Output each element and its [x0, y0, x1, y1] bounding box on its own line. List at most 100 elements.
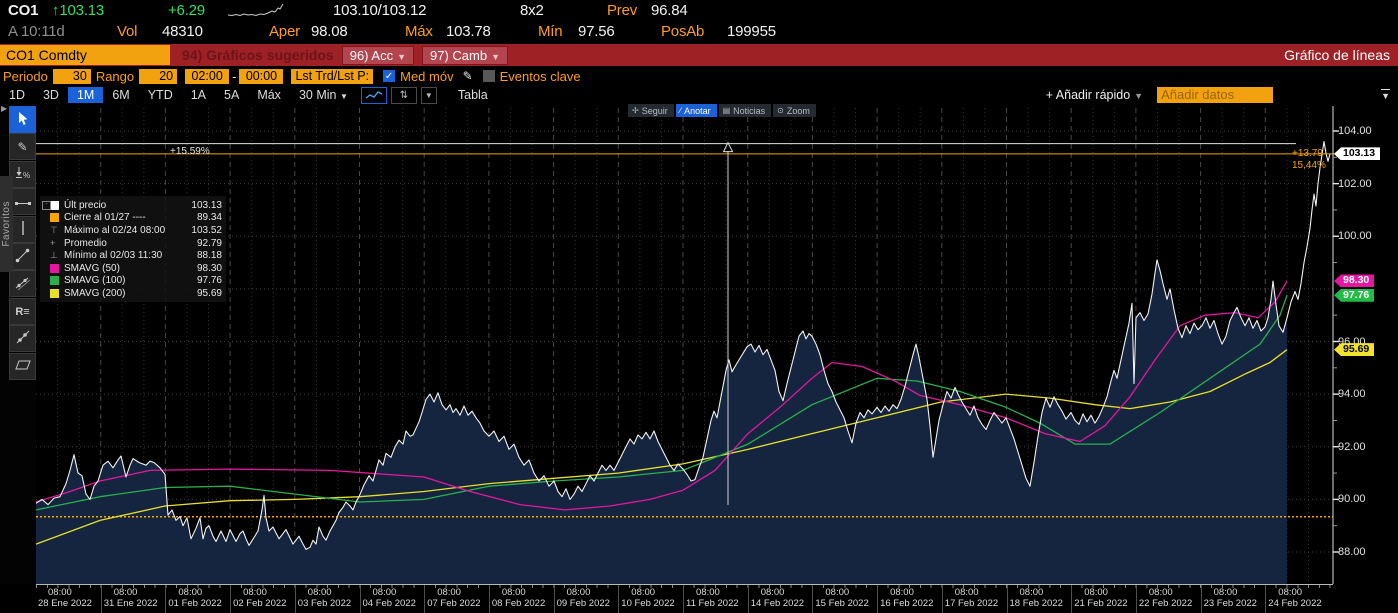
chevron-down-icon: ▼: [339, 92, 348, 101]
panel-collapse-icon[interactable]: ▼: [1381, 89, 1390, 101]
medmov-checkbox[interactable]: ✓: [383, 70, 396, 82]
x-axis-date: 02 Feb 2022: [233, 598, 287, 609]
x-axis-time: 08:00: [890, 587, 914, 598]
tab-máx[interactable]: Máx: [257, 88, 281, 102]
table-button[interactable]: Tabla: [457, 88, 488, 102]
x-axis-time: 08:00: [243, 587, 267, 598]
y-axis-label: 100.00: [1338, 230, 1372, 243]
legend-row[interactable]: SMAVG (50) 98.30: [50, 262, 222, 275]
change-button[interactable]: 97) Camb ▼: [422, 45, 508, 65]
regression-tool[interactable]: R≡: [9, 297, 36, 325]
legend-collapse-icon[interactable]: -: [42, 201, 51, 210]
x-axis-time: 08:00: [954, 587, 979, 598]
x-axis-minor-ticks: [36, 585, 1333, 588]
prev-label: Prev: [607, 2, 638, 19]
add-quick-button[interactable]: + Añadir rápido ▼: [1045, 88, 1144, 102]
tab-3d[interactable]: 3D: [42, 88, 59, 102]
series-swatch: [50, 213, 59, 223]
legend-label: SMAVG (50): [64, 262, 120, 274]
prev-close: 96.84: [651, 2, 688, 19]
price-source-select[interactable]: Lst Trd/Lst P:: [291, 68, 374, 84]
line-chart-type-button[interactable]: [360, 86, 387, 104]
price-chart[interactable]: [0, 104, 1398, 584]
low-label: Mín: [538, 23, 563, 40]
x-axis-time: 08:00: [48, 587, 72, 598]
legend-row[interactable]: ⊥ Mínimo al 02/03 11:30 88.18: [50, 249, 222, 262]
session-time: A 10:11d: [8, 23, 65, 40]
seguir-button[interactable]: ✢ Seguir: [628, 104, 674, 117]
tab-1d[interactable]: 1D: [9, 88, 25, 102]
actions-button[interactable]: 96) Acc ▼: [341, 45, 414, 65]
cursor-tool[interactable]: [9, 106, 36, 133]
interval-select[interactable]: 30 Min ▼: [298, 88, 348, 102]
noticias-button[interactable]: ▤ Noticias: [718, 104, 772, 117]
vertical-line-tool[interactable]: [9, 215, 36, 243]
edit-pencil-icon[interactable]: ✎: [462, 69, 473, 83]
price-change: +6.29: [168, 2, 205, 19]
tab-ytd[interactable]: YTD: [147, 88, 173, 102]
chart-legend[interactable]: - Últ precio 103.13 Cierre al 01/27 ---- 89…: [40, 196, 226, 302]
tab-5a[interactable]: 5A: [224, 88, 240, 102]
trendline-tool[interactable]: [9, 243, 36, 270]
legend-row[interactable]: SMAVG (200) 95.69: [50, 287, 222, 300]
chart-style-dropdown[interactable]: ▼: [420, 86, 437, 104]
x-axis-section: 08:00 01 Feb 2022: [165, 585, 231, 613]
anotar-button[interactable]: ∕ Anotar: [675, 104, 717, 117]
medmov-label: Med móv: [400, 68, 454, 84]
eventos-checkbox[interactable]: [482, 70, 495, 82]
quote-bar: CO1 ↑103.13 +6.29 103.10/103.12 8x2 Prev…: [0, 0, 1398, 44]
legend-label: Cierre al 01/27 ----: [64, 212, 146, 224]
legend-value: 89.34: [196, 212, 222, 224]
x-axis-date: 14 Feb 2022: [750, 598, 805, 609]
time-to-input[interactable]: 00:00: [239, 68, 284, 84]
percent-range-tool[interactable]: %: [9, 160, 36, 188]
x-axis-section: 08:00 08 Feb 2022: [488, 585, 555, 613]
tab-1m[interactable]: 1M: [67, 87, 104, 103]
legend-row[interactable]: + Promedio 92.79: [50, 237, 222, 250]
ray-tool[interactable]: [9, 325, 36, 353]
annotate-pencil-tool[interactable]: ✎: [9, 133, 36, 161]
legend-row[interactable]: Cierre al 01/27 ---- 89.34: [50, 212, 222, 225]
tab-6m[interactable]: 6M: [112, 88, 130, 102]
periodo-input[interactable]: 30: [52, 68, 91, 84]
command-bar: CO1 Comdty 94) Gráficos sugeridos 96) Ac…: [0, 44, 1398, 66]
x-axis-date: 24 Feb 2022: [1268, 598, 1322, 609]
channel-tool[interactable]: [9, 270, 36, 298]
x-axis-section: 08:00 03 Feb 2022: [294, 585, 361, 613]
trendline-icon: [15, 248, 30, 266]
suggested-charts-button[interactable]: 94) Gráficos sugeridos: [182, 47, 334, 63]
vol-label: Vol: [117, 23, 138, 40]
toolbar-collapse-icon[interactable]: ▶: [1, 104, 8, 113]
y-axis-label: 88.00: [1338, 546, 1366, 558]
interval-toggle-button[interactable]: ⇅: [390, 86, 417, 104]
x-axis-section: 08:00 22 Feb 2022: [1135, 585, 1202, 613]
x-axis-section: 08:00 17 Feb 2022: [941, 585, 1008, 613]
x-axis-section: 08:00 14 Feb 2022: [747, 585, 814, 613]
x-axis-section: 08:00 18 Feb 2022: [1006, 585, 1073, 613]
lot-size: 8x2: [520, 2, 544, 19]
price-badge: 97.76: [1334, 288, 1375, 302]
legend-row[interactable]: ⊤ Máximo al 02/24 08:00 103.52: [50, 224, 222, 237]
line-chart-icon: [365, 91, 383, 99]
legend-row[interactable]: SMAVG (100) 97.76: [50, 275, 222, 288]
y-axis-label: 92.00: [1338, 440, 1366, 453]
eventos-label: Eventos clave: [499, 68, 581, 84]
legend-value: 95.69: [196, 287, 222, 299]
x-axis-section: 08:00 11 Feb 2022: [683, 585, 749, 613]
rango-input[interactable]: 20: [139, 68, 178, 84]
chart-annotation-toolbar: ✢ Seguir ∕ Anotar ▤ Noticias ⊙ Zoom: [628, 104, 816, 117]
security-input[interactable]: CO1 Comdty: [0, 45, 170, 65]
zoom-button[interactable]: ⊙ Zoom: [773, 104, 816, 117]
max-marker-icon: ⊤: [50, 224, 58, 235]
polygon-tool[interactable]: [9, 352, 36, 380]
legend-label: Mínimo al 02/03 11:30: [64, 250, 163, 262]
tab-1a[interactable]: 1A: [190, 88, 207, 102]
low-price: 97.56: [578, 23, 615, 40]
legend-value: 103.52: [191, 224, 222, 236]
favorites-tab[interactable]: Favoritos: [0, 176, 13, 272]
add-data-input[interactable]: Añadir datos: [1157, 87, 1274, 103]
time-from-input[interactable]: 02:00: [185, 68, 230, 84]
legend-row[interactable]: Últ precio 103.13: [50, 199, 222, 212]
chevron-down-icon: ▼: [1134, 91, 1144, 101]
follow-icon: ✢: [632, 106, 639, 115]
